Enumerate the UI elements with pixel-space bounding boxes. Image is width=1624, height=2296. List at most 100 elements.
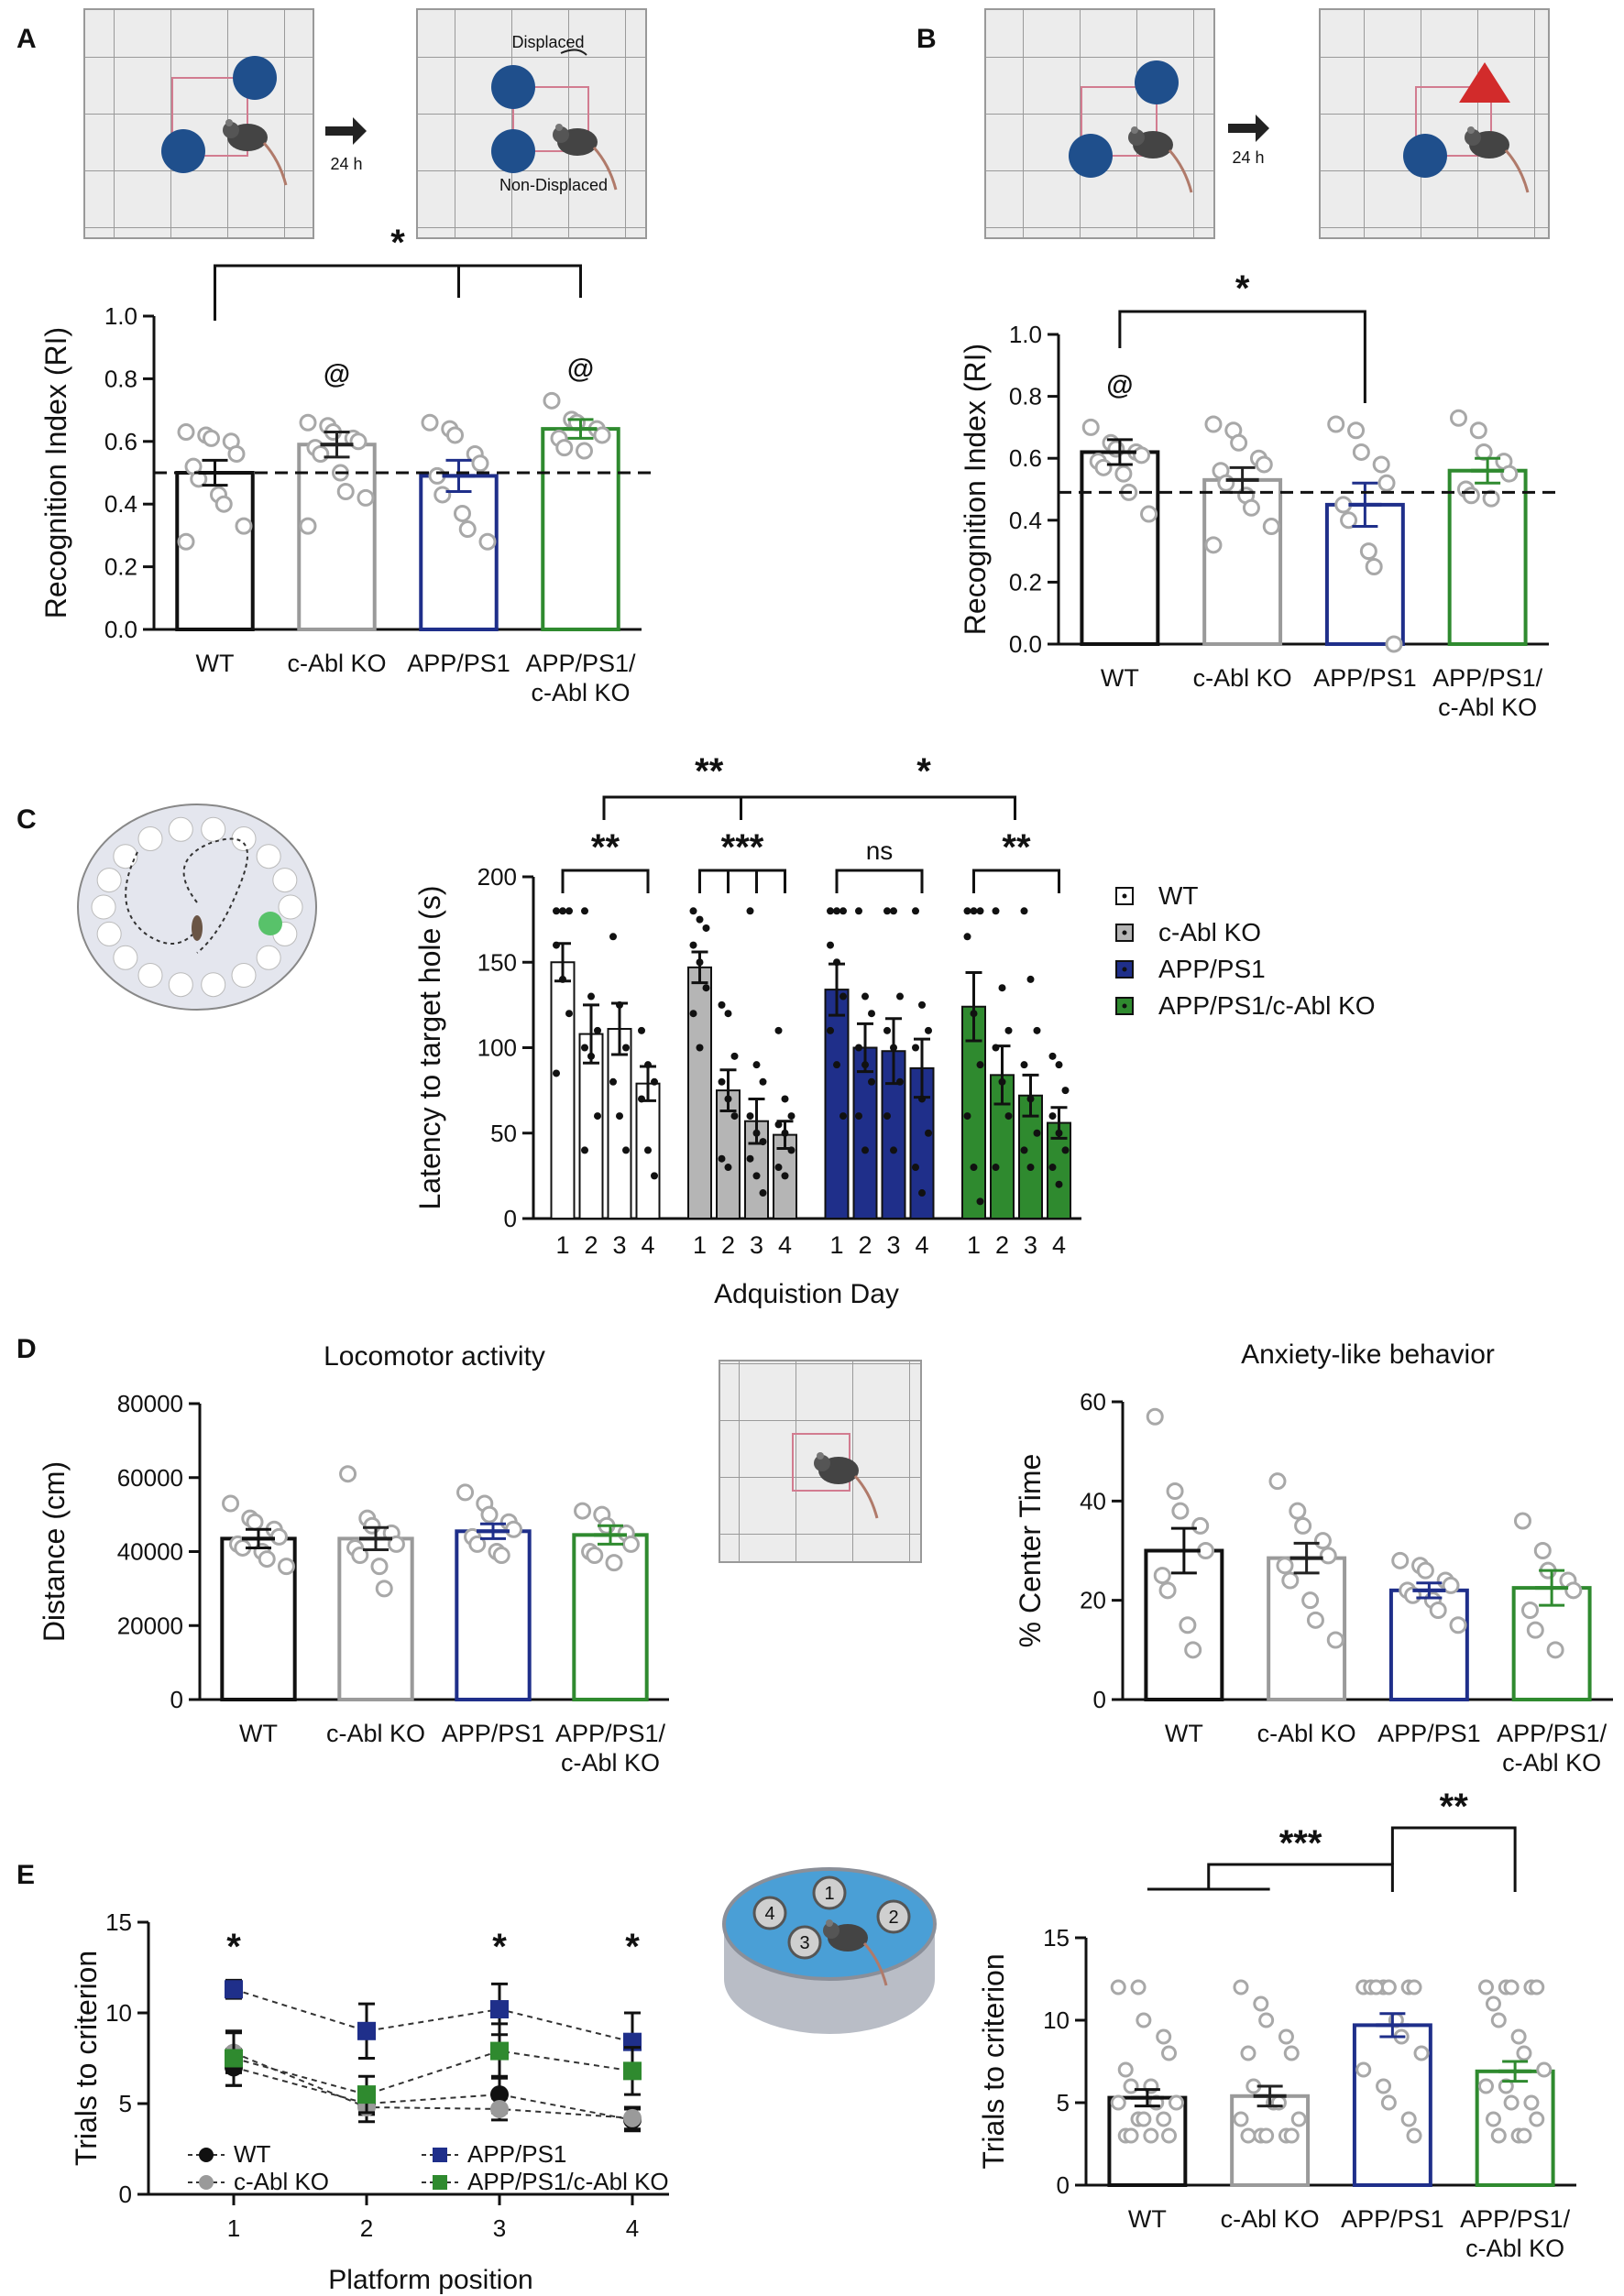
data-point: [1377, 474, 1396, 492]
bar: [419, 474, 499, 631]
data-point: [689, 907, 697, 915]
bar: [550, 961, 576, 1219]
data-point: [1469, 421, 1487, 440]
y-tick-label: 0: [1093, 1686, 1106, 1713]
data-point: [258, 1550, 276, 1569]
bar: [824, 989, 850, 1219]
data-point: [1281, 1571, 1300, 1590]
data-point: [890, 907, 897, 915]
data-point: [312, 444, 330, 463]
data-point: [1365, 558, 1383, 575]
y-tick-label: 80000: [117, 1390, 183, 1417]
platform-number: 3: [799, 1933, 809, 1953]
x-day-label: 1: [693, 1231, 707, 1259]
data-point: [1004, 1026, 1013, 1034]
y-tick-label: 1.0: [104, 302, 137, 330]
data-point: [594, 1112, 601, 1121]
data-point: [774, 1164, 783, 1172]
data-point: [1301, 1591, 1320, 1610]
data-point: [553, 907, 560, 915]
data-point: [1391, 1551, 1410, 1569]
data-point: [1055, 1061, 1063, 1069]
data-point: [336, 483, 355, 501]
schematic-a: 24 h Displaced Non-Displaced: [83, 8, 647, 239]
data-point: [1061, 1087, 1070, 1095]
data-point: [490, 2041, 509, 2061]
data-point: [781, 1172, 789, 1180]
data-point: [1526, 1621, 1544, 1639]
data-point: [970, 907, 978, 915]
data-point: [1166, 1482, 1184, 1500]
series-line: [233, 1988, 633, 2043]
data-point: [1020, 1146, 1028, 1154]
data-point: [1048, 1164, 1057, 1172]
x-day-label: 1: [967, 1231, 981, 1259]
mouse-icon: [192, 915, 203, 941]
data-point: [896, 992, 904, 1000]
maze-hole-icon: [231, 826, 257, 852]
x-category-label: APP/PS1: [1377, 1720, 1481, 1747]
data-point: [1253, 1995, 1269, 2012]
data-point: [1146, 1407, 1164, 1426]
y-tick-label: 0.2: [1009, 568, 1042, 596]
data-point: [998, 984, 1006, 992]
data-point: [833, 907, 840, 915]
data-point: [918, 1000, 926, 1009]
x-day-label: 1: [829, 1231, 843, 1259]
chart-d-locomotor: 0 20000 40000 60000 80000 Distance (cm) WT c-Ab…: [38, 1341, 669, 1777]
data-point: [976, 1197, 984, 1206]
data-point: [1477, 2078, 1494, 2094]
significance-bracket: [561, 869, 650, 893]
data-point: [1217, 474, 1235, 492]
y-tick-label: 40: [1080, 1487, 1106, 1514]
data-point: [883, 1112, 891, 1121]
data-point: [918, 1189, 926, 1197]
significance-label: ***: [721, 827, 764, 868]
y-tick-label: 100: [477, 1034, 517, 1062]
data-point: [868, 1077, 875, 1086]
data-point: [357, 2085, 376, 2105]
y-tick-label: 5: [119, 2090, 132, 2117]
data-point: [203, 429, 220, 447]
data-point: [992, 907, 1000, 915]
bar: [578, 1033, 604, 1219]
data-point: [1516, 2127, 1532, 2144]
y-tick-label: 50: [490, 1120, 517, 1147]
x-category-label: APP/PS1: [407, 650, 510, 677]
significance-star: *: [492, 1927, 507, 1967]
legend-label: APP/PS1/c-Abl KO: [1158, 991, 1376, 1020]
data-point: [1184, 1641, 1202, 1659]
data-point: [246, 1513, 264, 1531]
chart-title: Locomotor activity: [324, 1341, 545, 1372]
x-day-label: 1: [555, 1231, 569, 1259]
data-point: [1513, 1512, 1531, 1530]
maze-hole-icon: [113, 945, 138, 970]
maze-hole-icon: [272, 868, 298, 893]
data-point: [1326, 1631, 1344, 1649]
data-point: [1033, 1026, 1041, 1034]
legend-label: APP/PS1: [1158, 955, 1266, 983]
data-point: [504, 1520, 522, 1538]
schematic-e: 1 2 3 4: [722, 1867, 937, 2034]
y-tick-label: 0.4: [1009, 507, 1042, 534]
data-point: [1406, 1979, 1422, 1995]
data-point: [1477, 1979, 1494, 1995]
panel-label-b: B: [916, 24, 937, 54]
data-point: [1294, 1516, 1312, 1535]
chart-b: 0.0 0.2 0.4 0.6 0.8 1.0 Recognition Index (RI)…: [959, 268, 1558, 721]
legend-dot: [1122, 1003, 1127, 1009]
data-point: [1340, 511, 1358, 530]
platform-icon: [812, 1875, 847, 1910]
x-day-label: 4: [778, 1231, 792, 1259]
non-displaced-label: Non-Displaced: [499, 176, 608, 194]
data-point: [833, 1061, 840, 1069]
significance-bracket: [602, 795, 1016, 820]
data-point: [1385, 635, 1403, 653]
significance-label: **: [1440, 1787, 1469, 1827]
panel-label-d: D: [16, 1334, 37, 1364]
data-point: [1110, 1979, 1126, 1995]
data-point: [1485, 2111, 1501, 2127]
data-point: [1498, 2078, 1514, 2094]
series-line: [233, 2051, 633, 2119]
maze-hole-icon: [137, 826, 163, 852]
